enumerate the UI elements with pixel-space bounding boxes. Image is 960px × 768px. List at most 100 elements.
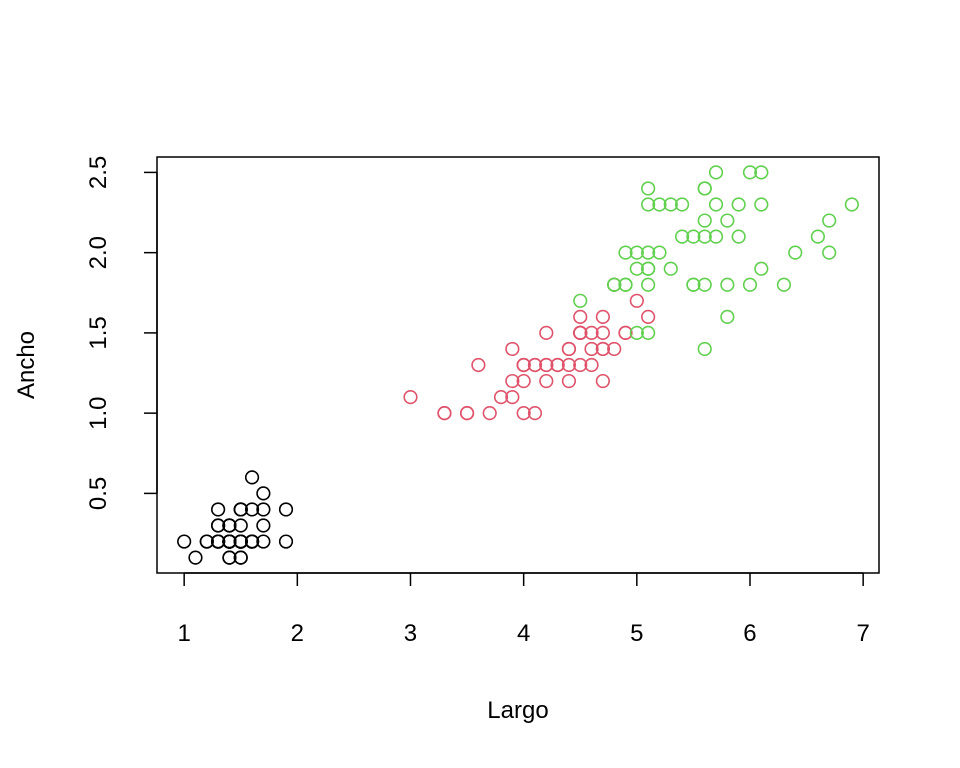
data-point-series-3 bbox=[618, 245, 633, 260]
data-point-series-1 bbox=[211, 534, 226, 549]
data-point-series-2 bbox=[573, 309, 588, 324]
data-point-series-2 bbox=[459, 406, 475, 421]
data-point-series-3 bbox=[720, 277, 735, 292]
data-point-series-3 bbox=[607, 277, 622, 292]
data-point-series-3 bbox=[697, 277, 712, 292]
data-point-series-2 bbox=[584, 341, 599, 357]
y-tick-label: 1.5 bbox=[85, 316, 112, 349]
data-point-series-2 bbox=[573, 357, 588, 373]
data-point-series-3 bbox=[686, 277, 701, 292]
y-tick-label: 0.5 bbox=[85, 477, 112, 510]
y-tick-label: 2.0 bbox=[85, 236, 112, 269]
data-point-series-3 bbox=[641, 197, 656, 212]
data-point-series-3 bbox=[629, 261, 644, 276]
x-tick-label: 6 bbox=[743, 620, 756, 647]
data-point-series-3 bbox=[674, 229, 690, 244]
data-point-series-2 bbox=[584, 357, 599, 373]
data-point-series-3 bbox=[652, 245, 667, 260]
data-point-series-3 bbox=[708, 197, 724, 212]
data-point-series-2 bbox=[641, 309, 656, 324]
data-point-series-3 bbox=[708, 229, 724, 244]
data-point-series-3 bbox=[641, 325, 656, 341]
data-point-series-2 bbox=[527, 406, 543, 421]
y-axis-label: Ancho bbox=[13, 331, 40, 399]
data-point-series-1 bbox=[256, 486, 271, 501]
data-point-series-2 bbox=[595, 309, 610, 324]
data-point-series-3 bbox=[742, 165, 758, 180]
data-point-series-1 bbox=[222, 550, 237, 565]
data-point-series-2 bbox=[595, 373, 610, 389]
data-point-series-3 bbox=[674, 197, 690, 212]
data-point-series-2 bbox=[595, 341, 610, 357]
data-point-series-3 bbox=[618, 277, 633, 292]
data-point-series-3 bbox=[720, 213, 735, 228]
y-tick-label: 1.0 bbox=[85, 396, 112, 429]
data-point-series-2 bbox=[539, 357, 554, 373]
data-point-series-2 bbox=[505, 389, 520, 405]
data-point-series-2 bbox=[539, 373, 554, 389]
data-point-series-1 bbox=[256, 534, 271, 549]
data-point-series-3 bbox=[822, 213, 837, 228]
data-point-series-1 bbox=[222, 518, 237, 533]
data-point-series-3 bbox=[708, 165, 724, 180]
data-point-series-2 bbox=[584, 325, 599, 341]
data-point-series-3 bbox=[754, 197, 769, 212]
data-point-series-3 bbox=[776, 277, 792, 292]
data-point-series-2 bbox=[539, 325, 554, 341]
data-point-series-3 bbox=[697, 229, 712, 244]
data-point-series-2 bbox=[505, 341, 520, 357]
data-point-series-1 bbox=[244, 470, 260, 485]
data-point-series-3 bbox=[822, 245, 837, 260]
data-point-series-3 bbox=[788, 245, 803, 260]
x-tick-label: 3 bbox=[404, 620, 417, 647]
data-point-series-2 bbox=[471, 357, 486, 373]
x-tick-label: 1 bbox=[177, 620, 190, 647]
data-point-series-3 bbox=[663, 197, 678, 212]
data-point-series-1 bbox=[188, 550, 203, 565]
data-point-series-3 bbox=[754, 261, 769, 276]
data-point-series-2 bbox=[437, 406, 452, 421]
data-point-series-1 bbox=[222, 534, 237, 549]
x-axis-label: Largo bbox=[487, 697, 548, 724]
data-point-series-1 bbox=[256, 502, 271, 517]
data-point-series-3 bbox=[720, 309, 735, 324]
data-point-series-3 bbox=[641, 181, 656, 196]
x-axis: 1 2 3 4 5 6 7 bbox=[177, 572, 870, 647]
data-point-series-3 bbox=[652, 197, 667, 212]
data-point-series-2 bbox=[561, 373, 577, 389]
data-point-series-2 bbox=[561, 357, 577, 373]
data-point-series-1 bbox=[256, 518, 271, 533]
data-points bbox=[177, 165, 859, 565]
data-point-series-3 bbox=[641, 277, 656, 292]
data-point-series-2 bbox=[527, 357, 543, 373]
data-point-series-1 bbox=[244, 502, 260, 517]
data-point-series-3 bbox=[697, 181, 712, 196]
y-axis: 0.5 1.0 1.5 2.0 2.5 bbox=[85, 156, 158, 510]
data-point-series-1 bbox=[278, 502, 294, 517]
data-point-series-2 bbox=[516, 357, 531, 373]
y-tick-label: 2.5 bbox=[85, 156, 112, 189]
data-point-series-3 bbox=[844, 197, 859, 212]
data-point-series-3 bbox=[754, 165, 769, 180]
data-point-series-2 bbox=[505, 373, 520, 389]
data-point-series-3 bbox=[641, 261, 656, 276]
data-point-series-2 bbox=[550, 357, 565, 373]
data-point-series-2 bbox=[629, 293, 644, 308]
data-point-series-1 bbox=[177, 534, 192, 549]
data-point-series-1 bbox=[211, 502, 226, 517]
data-point-series-3 bbox=[629, 245, 644, 260]
data-point-series-3 bbox=[573, 293, 588, 308]
x-tick-label: 4 bbox=[517, 620, 530, 647]
data-point-series-2 bbox=[516, 373, 531, 389]
data-point-series-3 bbox=[663, 261, 678, 276]
data-point-series-1 bbox=[233, 518, 248, 533]
data-point-series-1 bbox=[211, 518, 226, 533]
x-tick-label: 5 bbox=[630, 620, 643, 647]
data-point-series-3 bbox=[629, 325, 644, 341]
data-point-series-2 bbox=[516, 406, 531, 421]
data-point-series-1 bbox=[233, 502, 248, 517]
data-point-series-3 bbox=[697, 213, 712, 228]
data-point-series-2 bbox=[403, 389, 418, 405]
data-point-series-1 bbox=[278, 534, 294, 549]
